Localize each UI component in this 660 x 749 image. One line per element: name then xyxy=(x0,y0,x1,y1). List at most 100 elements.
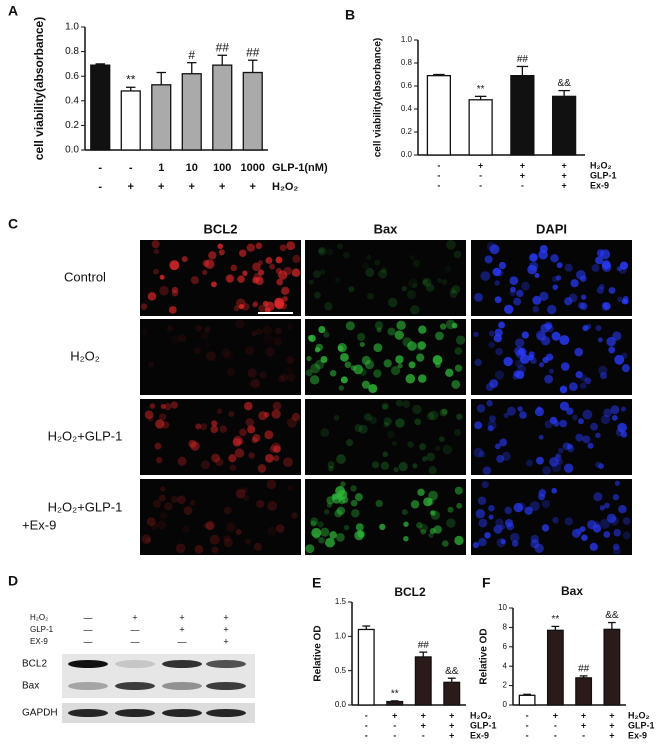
cell xyxy=(495,518,504,527)
cell xyxy=(574,347,584,357)
cell xyxy=(546,325,554,333)
cell xyxy=(614,354,625,365)
cell xyxy=(608,346,616,354)
cell xyxy=(575,433,584,442)
cell xyxy=(456,413,463,420)
cell xyxy=(373,343,383,353)
y-tick-label: 0.4 xyxy=(65,95,79,106)
cell xyxy=(147,292,157,301)
cell xyxy=(326,502,333,508)
error-bar xyxy=(523,693,532,696)
cell xyxy=(622,531,631,540)
cell xyxy=(291,512,298,519)
y-tick-label: 1.0 xyxy=(335,631,347,640)
cell xyxy=(494,280,500,286)
micrograph xyxy=(471,399,632,475)
cell xyxy=(147,361,155,368)
cell xyxy=(287,373,296,382)
cell xyxy=(562,442,571,451)
cell xyxy=(318,326,326,334)
cell xyxy=(611,415,618,421)
cell xyxy=(609,516,619,526)
cell xyxy=(499,438,508,447)
cell xyxy=(500,524,506,530)
cell xyxy=(617,422,627,433)
cell xyxy=(454,429,461,436)
cell xyxy=(530,357,537,364)
cell xyxy=(478,537,487,547)
y-axis-label: Relative OD xyxy=(313,625,324,681)
cell xyxy=(564,297,573,306)
condition-mark: + xyxy=(189,181,195,193)
condition-mark: + xyxy=(128,181,134,193)
y-tick-label: 2 xyxy=(503,681,508,690)
cell xyxy=(351,509,360,518)
cell xyxy=(247,381,253,387)
cell xyxy=(559,335,570,346)
chart-title: BCL2 xyxy=(394,585,426,599)
cell xyxy=(328,465,334,472)
cell xyxy=(318,248,325,254)
cell xyxy=(170,401,179,409)
cell xyxy=(323,331,330,338)
cell xyxy=(536,406,542,412)
cell xyxy=(412,283,418,289)
cell xyxy=(160,486,166,492)
cell xyxy=(338,385,345,391)
y-tick-label: 0.8 xyxy=(401,58,413,67)
panel-label: F xyxy=(482,575,491,591)
cell xyxy=(286,367,292,374)
cell xyxy=(375,499,383,508)
condition-mark: - xyxy=(393,720,396,730)
cell xyxy=(255,328,263,336)
cell xyxy=(194,544,204,554)
cell xyxy=(566,407,574,415)
cell xyxy=(256,499,265,508)
cell xyxy=(147,415,154,422)
cell xyxy=(513,297,522,306)
cell xyxy=(273,337,282,346)
cell xyxy=(398,461,408,472)
cell xyxy=(146,517,156,527)
cell xyxy=(517,502,526,511)
cell xyxy=(422,279,428,285)
bar xyxy=(426,75,452,156)
cell xyxy=(190,276,199,285)
cell xyxy=(283,266,293,276)
blot-condition-mark: + xyxy=(223,636,228,646)
cell xyxy=(568,293,578,303)
micrograph xyxy=(471,479,632,555)
bar xyxy=(212,64,233,151)
cell xyxy=(305,544,315,554)
y-tick-label: 10 xyxy=(498,603,507,612)
error-bar xyxy=(248,59,258,73)
cell xyxy=(513,370,520,377)
cell xyxy=(324,509,330,515)
cell xyxy=(395,355,404,364)
cell xyxy=(617,296,623,303)
cell xyxy=(358,424,368,434)
cell xyxy=(403,521,409,527)
cell xyxy=(478,451,486,458)
cell xyxy=(537,332,547,342)
micrograph xyxy=(471,319,632,395)
cell xyxy=(606,336,616,347)
cell xyxy=(419,524,428,533)
cell xyxy=(439,323,447,330)
cell xyxy=(211,281,217,288)
cell xyxy=(539,291,549,301)
cell xyxy=(391,440,397,446)
cell xyxy=(501,451,511,461)
y-axis-label: Relative OD xyxy=(479,628,490,684)
cell xyxy=(211,546,219,554)
cell xyxy=(235,488,246,499)
cell xyxy=(140,303,148,310)
cell xyxy=(160,404,166,410)
cell xyxy=(416,522,423,529)
cell xyxy=(168,305,177,314)
row-label: Control xyxy=(64,269,106,284)
cell xyxy=(541,524,550,532)
cell xyxy=(376,327,382,333)
error-bar xyxy=(156,71,166,85)
cell xyxy=(269,445,278,454)
